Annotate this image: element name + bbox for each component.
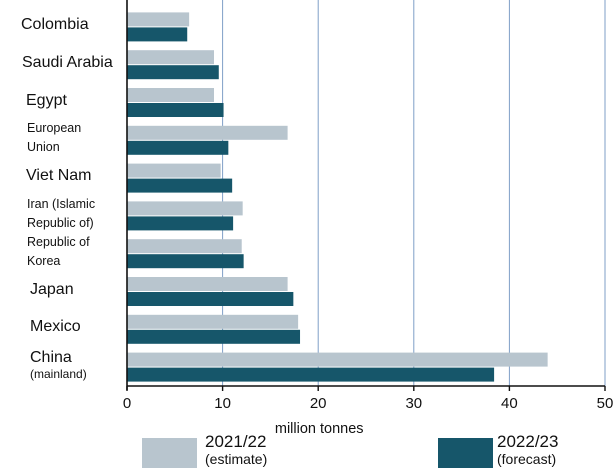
category-label-line1: Mexico xyxy=(30,318,81,336)
bar xyxy=(127,216,234,231)
category-label-line2: Union xyxy=(27,140,60,155)
x-tick-label: 50 xyxy=(597,395,614,412)
category-label: Mexico xyxy=(30,318,152,336)
bar xyxy=(127,27,188,42)
category-label: Republic of Korea xyxy=(27,233,149,271)
x-tick-label: 30 xyxy=(405,395,422,412)
bar xyxy=(127,352,548,367)
bar xyxy=(127,329,301,344)
bar xyxy=(127,65,219,80)
bar xyxy=(127,367,495,382)
category-label-line1: China xyxy=(30,349,72,367)
bar xyxy=(127,50,214,65)
category-label-line1: Saudi Arabia xyxy=(22,53,113,71)
legend-label-2021-22: 2021/22 (estimate) xyxy=(205,432,268,467)
category-label: China (mainland) xyxy=(30,349,152,381)
x-tick-label: 20 xyxy=(310,395,327,412)
category-label: Iran (Islamic Republic of) xyxy=(27,195,149,233)
bar xyxy=(127,178,233,193)
bar xyxy=(127,88,214,102)
category-label: Viet Nam xyxy=(26,167,148,185)
category-label-line1: Colombia xyxy=(21,15,89,33)
category-label-line1: Japan xyxy=(30,280,74,298)
x-tick-label: 40 xyxy=(501,395,518,412)
bar xyxy=(127,277,288,291)
category-label-line2: Republic of) xyxy=(27,215,94,230)
category-label-line1: Republic of xyxy=(27,234,90,249)
bar xyxy=(127,103,224,117)
bar xyxy=(127,239,242,254)
x-tick-label: 0 xyxy=(123,395,131,412)
x-axis: 0 10 20 30 40 50 million tonnes xyxy=(123,0,614,437)
bars xyxy=(127,12,548,382)
category-label: European Union xyxy=(27,119,149,157)
bar xyxy=(127,292,294,306)
bar xyxy=(127,201,243,216)
bar xyxy=(127,12,190,27)
bar xyxy=(127,140,229,155)
bar xyxy=(127,163,221,178)
category-label-line1: European xyxy=(27,121,82,136)
category-label: Colombia xyxy=(21,16,143,34)
category-label: Egypt xyxy=(26,92,148,110)
legend-label-2022-23: 2022/23 (forecast) xyxy=(497,432,559,467)
bar xyxy=(127,125,288,140)
category-label: Saudi Arabia xyxy=(22,54,144,72)
category-label-line2: (mainland) xyxy=(30,367,87,382)
category-label-line1: Viet Nam xyxy=(26,167,92,185)
category-label-line2: Korea xyxy=(27,253,61,268)
x-tick-label: 10 xyxy=(214,395,231,412)
bar xyxy=(127,314,299,329)
x-axis-title: million tonnes xyxy=(275,421,364,437)
category-label-line1: Egypt xyxy=(26,91,67,109)
category-label: Japan xyxy=(30,281,152,299)
category-label-line1: Iran (Islamic xyxy=(27,196,96,211)
bar xyxy=(127,254,244,269)
legend-swatch-2022-23 xyxy=(438,438,493,468)
legend-swatch-2021-22 xyxy=(142,438,197,468)
